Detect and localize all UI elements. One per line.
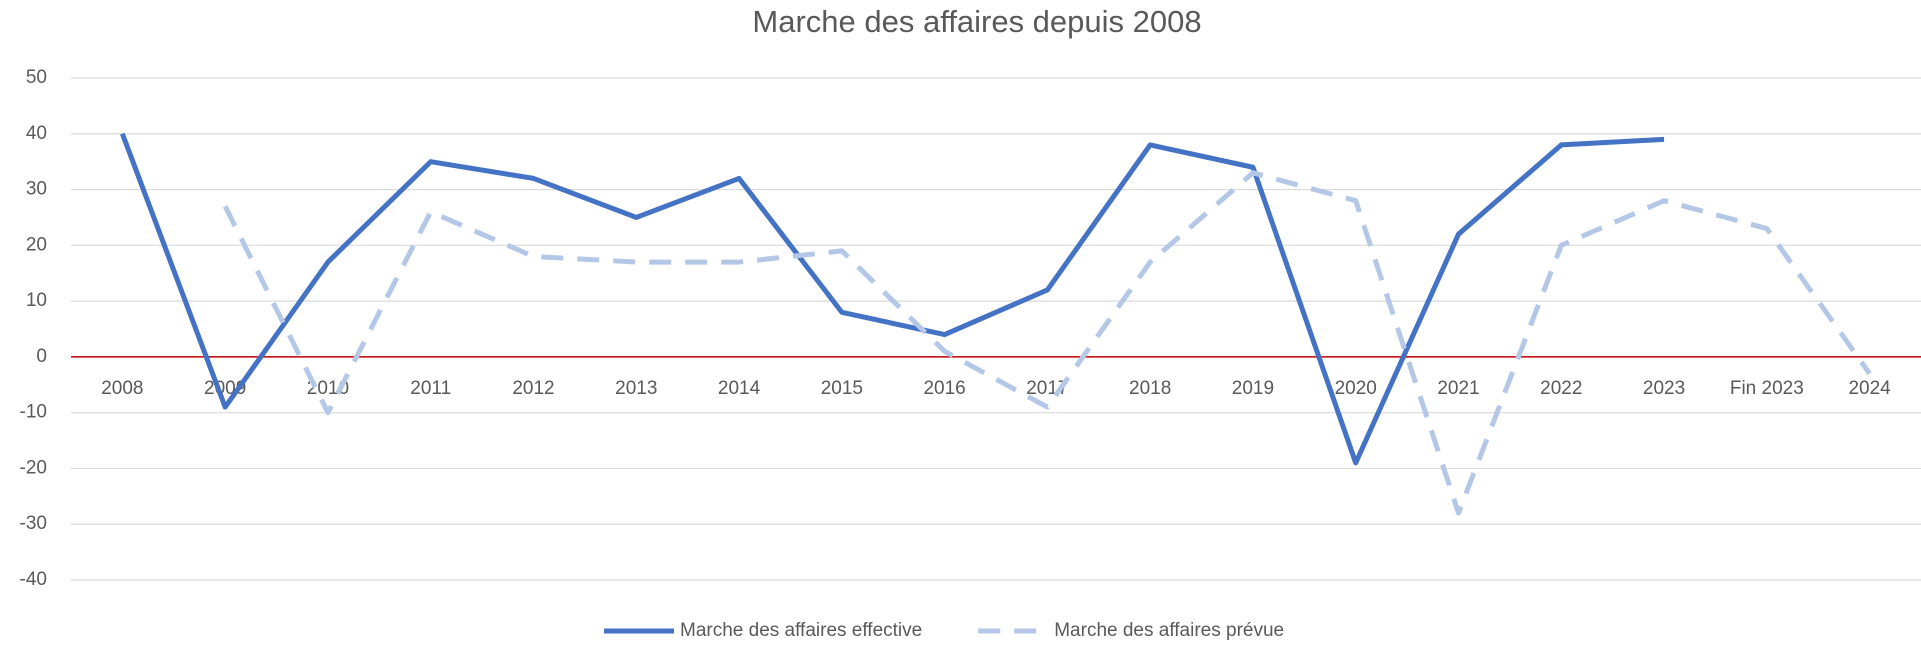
legend-label: Marche des affaires effective <box>680 620 922 641</box>
chart-title: Marche des affaires depuis 2008 <box>752 4 1201 39</box>
y-tick-label: -40 <box>20 569 47 590</box>
legend-label: Marche des affaires prévue <box>1054 620 1284 641</box>
x-tick-label: Fin 2023 <box>1730 378 1804 399</box>
x-tick-label: 2011 <box>410 378 451 399</box>
y-tick-label: 30 <box>26 179 47 200</box>
x-tick-label: 2012 <box>512 378 554 399</box>
x-tick-label: 2018 <box>1129 378 1171 399</box>
series-line <box>222 170 1872 516</box>
y-tick-label: 10 <box>26 290 47 311</box>
y-tick-label: -30 <box>20 513 47 534</box>
x-tick-label: 2020 <box>1335 378 1377 399</box>
x-tick-label: 2019 <box>1232 378 1274 399</box>
x-tick-label: 2021 <box>1437 378 1479 399</box>
x-tick-label: 2023 <box>1643 378 1685 399</box>
x-tick-label: 2008 <box>101 378 143 399</box>
x-tick-label: 2015 <box>821 378 863 399</box>
y-tick-label: -10 <box>20 402 47 423</box>
x-tick-label: 2013 <box>615 378 657 399</box>
y-tick-label: -20 <box>20 457 47 478</box>
x-tick-label: 2016 <box>923 378 965 399</box>
y-tick-label: 40 <box>26 123 47 144</box>
y-tick-label: 20 <box>26 234 47 255</box>
x-tick-label: 2014 <box>718 378 761 399</box>
y-tick-label: 0 <box>36 346 47 367</box>
x-tick-label: 2024 <box>1848 378 1891 399</box>
series-line <box>120 132 1665 466</box>
x-tick-label: 2022 <box>1540 378 1582 399</box>
y-tick-label: 50 <box>26 67 47 88</box>
